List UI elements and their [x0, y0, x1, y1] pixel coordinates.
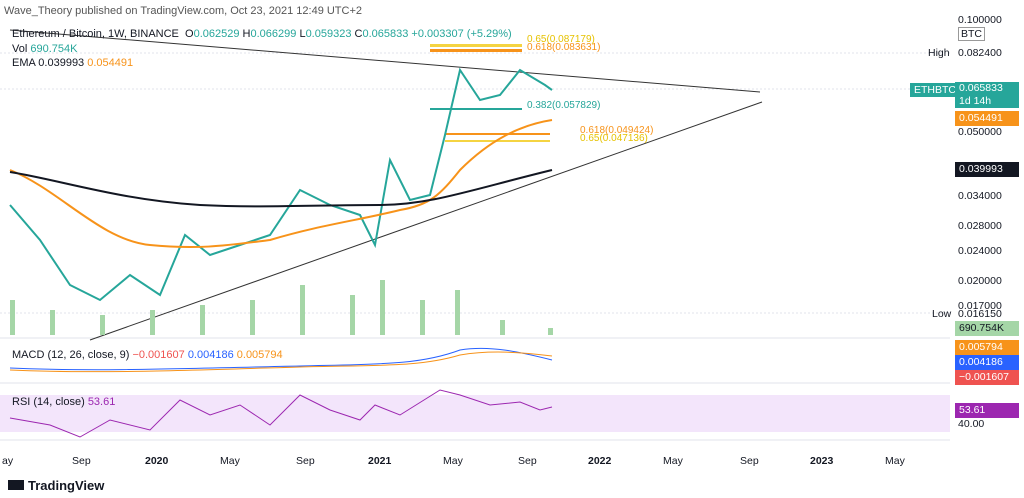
- time-label: Sep: [518, 455, 537, 467]
- macd-tag: −0.001607: [955, 370, 1019, 385]
- high-label: High: [928, 47, 950, 59]
- time-label: May: [885, 455, 905, 467]
- ema-tag: 0.039993: [955, 162, 1019, 177]
- price-label: 0.034000: [958, 190, 1002, 202]
- change: +0.003307 (+5.29%): [411, 28, 512, 40]
- time-label: Sep: [72, 455, 91, 467]
- rsi-legend: RSI (14, close) 53.61: [12, 396, 115, 408]
- value: 0.005794: [236, 349, 283, 361]
- time-label: ay: [2, 455, 14, 467]
- last-price: 0.065833 1d 14h: [955, 82, 1019, 108]
- symbol-tag: ETHBTC: [910, 83, 960, 97]
- value: 0.039993: [38, 57, 85, 69]
- label: O: [185, 28, 194, 40]
- label: Vol: [12, 43, 28, 55]
- value: −0.001607: [132, 349, 185, 361]
- time-label: 2022: [588, 455, 612, 467]
- macd-legend: MACD (12, 26, close, 9) −0.001607 0.0041…: [12, 349, 283, 361]
- price-label: 0.100000: [958, 14, 1002, 26]
- price-label: 0.028000: [958, 220, 1002, 232]
- price-label: 0.017000: [958, 300, 1002, 312]
- value: 0.065833: [959, 82, 1003, 94]
- fib-label: 0.65(0.047136): [580, 133, 648, 144]
- vol-tag: 690.754K: [955, 321, 1019, 336]
- fib-zone: [430, 44, 522, 47]
- volume-bars: [10, 280, 553, 335]
- ema-tag: 0.054491: [955, 111, 1019, 126]
- time-label: May: [220, 455, 240, 467]
- time-label: 2023: [810, 455, 834, 467]
- price-label: 0.082400: [958, 47, 1002, 59]
- time-label: Sep: [740, 455, 759, 467]
- price-label: 0.020000: [958, 275, 1002, 287]
- fib-zone: [445, 133, 550, 135]
- fib-label: 0.618(0.083631): [527, 42, 601, 53]
- rsi-tag: 53.61: [955, 403, 1019, 418]
- label: L: [299, 28, 306, 40]
- title: RSI (14, close): [12, 396, 85, 408]
- price-label: 0.050000: [958, 126, 1002, 138]
- price-path: [9, 67, 553, 302]
- price-label: 0.024000: [958, 245, 1002, 257]
- rsi-level: 40.00: [958, 418, 985, 430]
- low-label: Low: [932, 308, 952, 320]
- ema-slow: [9, 169, 553, 208]
- price-label: 0.016150: [958, 308, 1002, 320]
- rsi-line: [9, 389, 553, 438]
- value: 0.062529: [193, 28, 240, 40]
- time-label: May: [443, 455, 463, 467]
- fib-zone: [430, 108, 522, 110]
- time-label: May: [663, 455, 683, 467]
- trendline: [89, 101, 763, 341]
- value: 0.004186: [187, 349, 234, 361]
- value: 53.61: [87, 396, 116, 408]
- value: 0.065833: [362, 28, 409, 40]
- footer-brand: TradingView: [8, 478, 104, 493]
- ema-fast: [9, 119, 553, 249]
- macd-line: [9, 347, 553, 371]
- value: 0.059323: [305, 28, 352, 40]
- fib-label: 0.382(0.057829): [527, 100, 601, 111]
- publisher: Wave_Theory published on TradingView.com…: [4, 5, 363, 17]
- value: 690.754K: [30, 43, 78, 55]
- fib-label: 0.65(0.087179): [527, 34, 595, 45]
- macd-tag: 0.004186: [955, 355, 1019, 370]
- value: 0.066299: [250, 28, 297, 40]
- trendline: [9, 29, 761, 93]
- time-label: 2020: [145, 455, 169, 467]
- currency: BTC: [958, 27, 985, 41]
- fib-zone: [430, 49, 522, 52]
- label: C: [354, 28, 363, 40]
- label: H: [242, 28, 251, 40]
- fib-label: 0.618(0.049424): [580, 125, 654, 136]
- legend-row: Ethereum / Bitcoin, 1W, BINANCE O0.06252…: [12, 28, 512, 40]
- rsi-band: [0, 395, 950, 432]
- value: 0.054491: [87, 57, 134, 69]
- symbol: Ethereum / Bitcoin, 1W, BINANCE: [12, 28, 179, 40]
- macd-tag: 0.005794: [955, 340, 1019, 355]
- label: EMA: [12, 57, 36, 69]
- brand: TradingView: [28, 478, 105, 493]
- time-label: 2021: [368, 455, 392, 467]
- title: MACD (12, 26, close, 9): [12, 349, 130, 361]
- time-label: Sep: [296, 455, 315, 467]
- signal-line: [9, 351, 553, 373]
- countdown: 1d 14h: [959, 95, 992, 107]
